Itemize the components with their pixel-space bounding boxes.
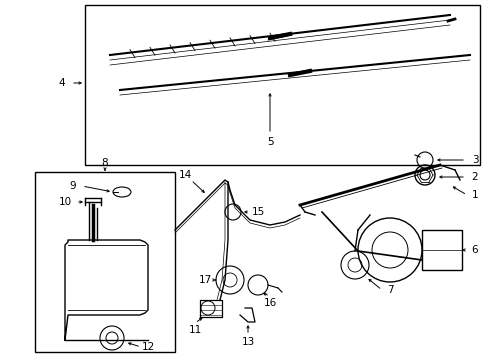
Text: 16: 16: [263, 298, 276, 308]
Text: 8: 8: [102, 158, 108, 168]
Text: 6: 6: [471, 245, 477, 255]
Bar: [421, 230, 461, 270]
Text: 5: 5: [266, 137, 273, 147]
Text: 3: 3: [471, 155, 477, 165]
Text: 14: 14: [178, 170, 191, 180]
Text: 2: 2: [471, 172, 477, 182]
Text: 1: 1: [471, 190, 477, 200]
Text: 15: 15: [251, 207, 264, 217]
Text: 17: 17: [198, 275, 211, 285]
Text: 13: 13: [241, 337, 254, 347]
Text: 7: 7: [386, 285, 392, 295]
Text: 12: 12: [141, 342, 154, 352]
Text: 11: 11: [188, 325, 201, 335]
Bar: [35, 172, 175, 352]
Bar: [85, 5, 479, 165]
Text: 4: 4: [59, 78, 65, 88]
Text: 9: 9: [70, 181, 76, 191]
Text: 10: 10: [59, 197, 71, 207]
